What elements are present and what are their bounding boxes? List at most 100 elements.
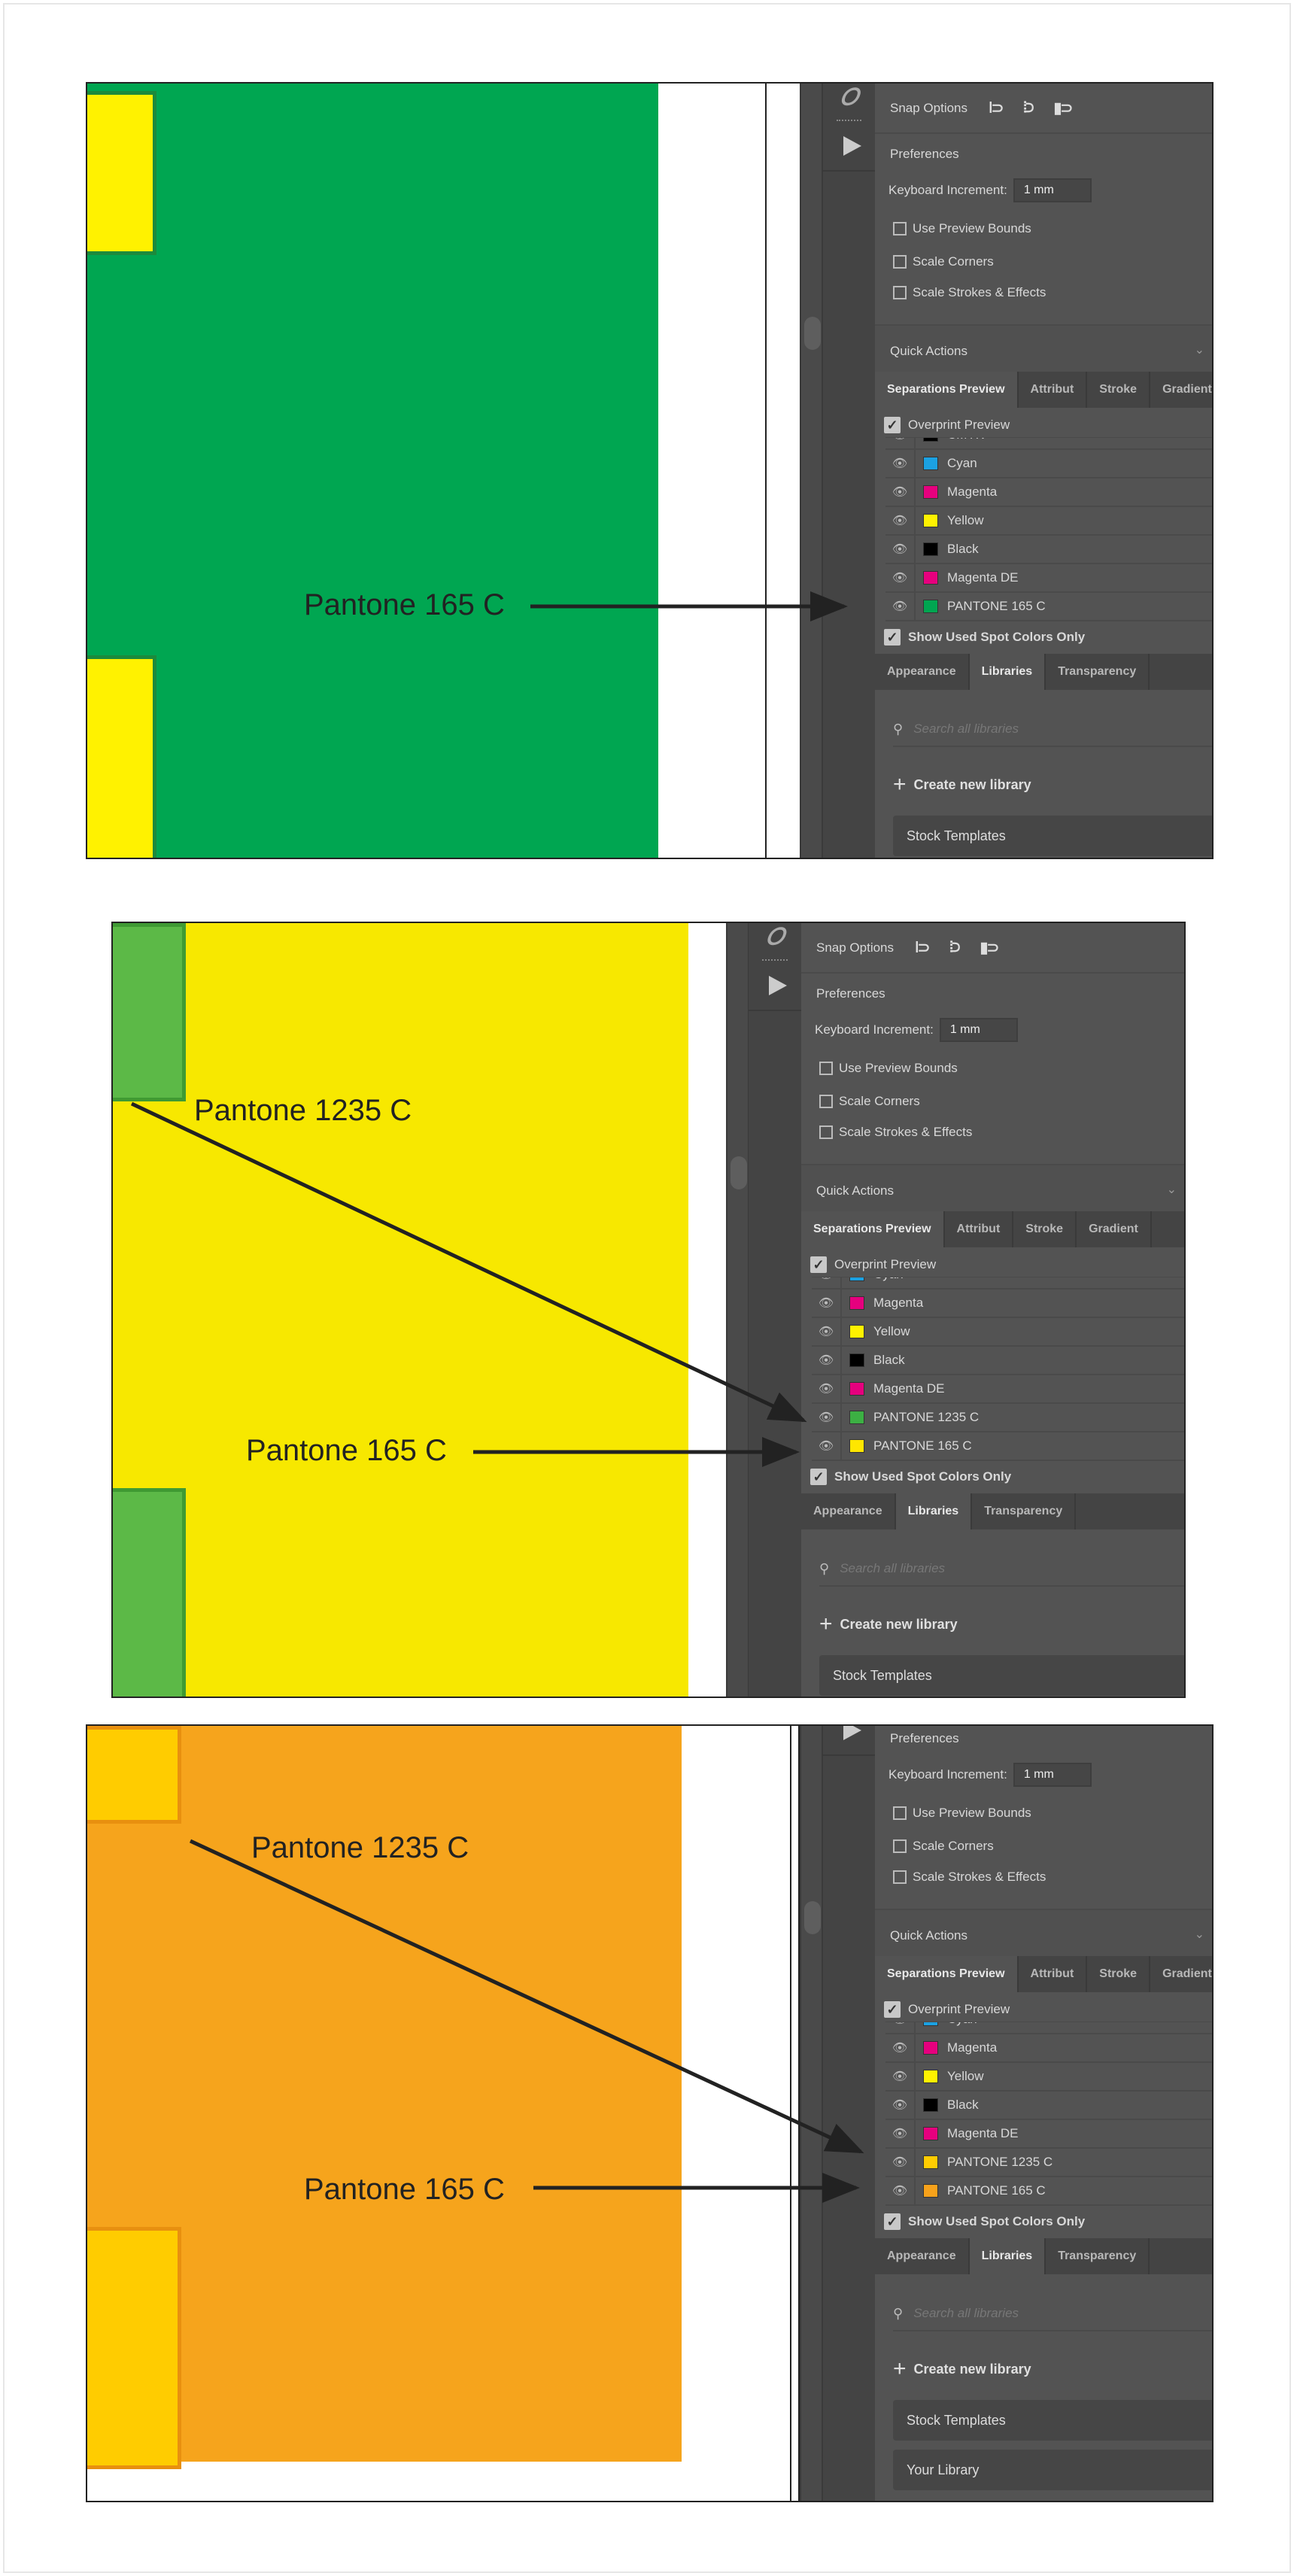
separation-row[interactable]: 👁 PANTONE 1235 C — [885, 2149, 1212, 2177]
eye-visibility-icon[interactable]: 👁 — [885, 438, 916, 448]
checkbox-checked[interactable]: ✓ — [884, 2213, 901, 2230]
checkbox-box[interactable] — [819, 1125, 833, 1139]
eye-visibility-icon[interactable]: 👁 — [812, 1375, 842, 1402]
checkbox-box[interactable] — [893, 1870, 907, 1884]
separation-row[interactable]: 👁 Black — [885, 2091, 1212, 2120]
scale-strokes-effects-checkbox[interactable]: Scale Strokes & Effects — [875, 283, 1212, 302]
eye-visibility-icon[interactable]: 👁 — [812, 1432, 842, 1460]
library-item[interactable]: Stock Templates — [893, 2400, 1212, 2441]
overprint-preview-checkbox[interactable]: ✓ Overprint Preview — [875, 415, 1212, 436]
scale-corners-checkbox[interactable]: Scale Corners — [801, 1092, 1184, 1111]
eye-visibility-icon[interactable]: 👁 — [885, 478, 916, 506]
chevron-down-icon[interactable]: ⌄ — [1194, 1928, 1204, 1941]
scrollbar-thumb[interactable] — [731, 1156, 747, 1189]
library-item[interactable]: Your Library — [893, 2450, 1212, 2490]
separation-row[interactable]: 👁 Magenta — [812, 1290, 1184, 1318]
separation-row[interactable]: 👁 Magenta — [885, 2034, 1212, 2063]
tab-separations-preview[interactable]: Separations Preview — [875, 372, 1019, 408]
toolbar-grip[interactable] — [762, 959, 788, 964]
eye-visibility-icon[interactable]: 👁 — [885, 2120, 916, 2147]
eye-visibility-icon[interactable]: 👁 — [885, 507, 916, 534]
tab-appearance[interactable]: Appearance — [875, 654, 970, 690]
tab-separations-preview[interactable]: Separations Preview — [875, 1956, 1019, 1992]
checkbox-box[interactable] — [819, 1062, 833, 1075]
scale-strokes-effects-checkbox[interactable]: Scale Strokes & Effects — [801, 1122, 1184, 1142]
scale-strokes-effects-checkbox[interactable]: Scale Strokes & Effects — [875, 1867, 1212, 1887]
library-item[interactable]: Stock Templates — [819, 1655, 1184, 1696]
scrollbar-thumb[interactable] — [804, 317, 821, 350]
tab-gradient[interactable]: Gradient — [1150, 372, 1212, 408]
separation-row[interactable]: 👁 Black — [885, 536, 1212, 564]
eye-visibility-icon[interactable]: 👁 — [885, 593, 916, 620]
tab-attribut[interactable]: Attribut — [1019, 1956, 1088, 1992]
checkbox-checked[interactable]: ✓ — [810, 1256, 827, 1273]
eye-visibility-icon[interactable]: 👁 — [885, 536, 916, 563]
play-action-icon[interactable] — [843, 136, 861, 156]
chevron-down-icon[interactable]: ⌄ — [1166, 1183, 1177, 1196]
eye-visibility-icon[interactable]: 👁 — [812, 1277, 842, 1288]
tab-stroke[interactable]: Stroke — [1013, 1211, 1077, 1247]
show-used-spot-colors-checkbox[interactable]: ✓ Show Used Spot Colors Only — [801, 1466, 1184, 1487]
library-search-input[interactable]: ⚲ Search all libraries — [893, 2297, 1212, 2331]
create-new-library-button[interactable]: + Create new library — [893, 770, 1031, 800]
checkbox-box[interactable] — [893, 286, 907, 299]
separation-row[interactable]: 👁 PANTONE 1235 C — [812, 1404, 1184, 1432]
checkbox-box[interactable] — [893, 255, 907, 269]
separation-row[interactable]: 👁 Cyan — [885, 450, 1212, 478]
library-search-input[interactable]: ⚲ Search all libraries — [819, 1552, 1184, 1587]
overprint-preview-checkbox[interactable]: ✓ Overprint Preview — [801, 1254, 1184, 1275]
tab-gradient[interactable]: Gradient — [1150, 1956, 1212, 1992]
eye-visibility-icon[interactable]: 👁 — [885, 2149, 916, 2176]
eye-visibility-icon[interactable]: 👁 — [885, 2022, 916, 2033]
play-action-icon[interactable] — [769, 976, 787, 995]
eye-visibility-icon[interactable]: 👁 — [812, 1290, 842, 1317]
snap-to-point-icon[interactable]: ǀ⊃ — [915, 940, 930, 956]
library-item[interactable]: Stock Templates — [893, 816, 1212, 856]
use-preview-bounds-checkbox[interactable]: Use Preview Bounds — [875, 1803, 1212, 1823]
separation-row[interactable]: 👁 Yellow — [885, 2063, 1212, 2091]
checkbox-box[interactable] — [893, 222, 907, 235]
separation-row[interactable]: 👁 PANTONE 165 C — [885, 2177, 1212, 2206]
checkbox-checked[interactable]: ✓ — [810, 1469, 827, 1485]
checkbox-checked[interactable]: ✓ — [884, 2001, 901, 2018]
separation-row[interactable]: 👁 Cyan — [812, 1277, 1184, 1290]
tab-stroke[interactable]: Stroke — [1087, 372, 1151, 408]
use-preview-bounds-checkbox[interactable]: Use Preview Bounds — [801, 1059, 1184, 1078]
separation-row[interactable]: 👁 Magenta DE — [885, 2120, 1212, 2149]
show-used-spot-colors-checkbox[interactable]: ✓ Show Used Spot Colors Only — [875, 627, 1212, 648]
snap-to-pixel-icon[interactable]: ⦙⊃ — [1023, 99, 1034, 116]
create-new-library-button[interactable]: + Create new library — [893, 2354, 1031, 2384]
separation-row[interactable]: 👁 Black — [812, 1347, 1184, 1375]
scrollbar-thumb[interactable] — [804, 1901, 821, 1934]
keyboard-increment-input[interactable]: 1 mm — [1013, 1763, 1092, 1787]
separation-row[interactable]: 👁 Yellow — [812, 1318, 1184, 1347]
tab-transparency[interactable]: Transparency — [1046, 2238, 1150, 2274]
eye-visibility-icon[interactable]: 👁 — [812, 1318, 842, 1345]
eye-visibility-icon[interactable]: 👁 — [885, 450, 916, 477]
tab-appearance[interactable]: Appearance — [875, 2238, 970, 2274]
quick-actions-row[interactable]: Quick Actions — [801, 1180, 1184, 1201]
quick-actions-row[interactable]: Quick Actions — [875, 341, 1212, 362]
scale-corners-checkbox[interactable]: Scale Corners — [875, 1836, 1212, 1856]
tab-appearance[interactable]: Appearance — [801, 1493, 896, 1530]
snap-to-pixel-icon[interactable]: ⦙⊃ — [949, 939, 960, 955]
snap-to-glyph-icon[interactable]: ▮⊃ — [980, 940, 1000, 956]
scale-corners-checkbox[interactable]: Scale Corners — [875, 252, 1212, 272]
eye-visibility-icon[interactable]: 👁 — [885, 2034, 916, 2061]
eye-visibility-icon[interactable]: 👁 — [885, 2063, 916, 2090]
separation-row[interactable]: 👁 Magenta DE — [812, 1375, 1184, 1404]
tab-libraries[interactable]: Libraries — [895, 1493, 973, 1530]
snap-to-glyph-icon[interactable]: ▮⊃ — [1053, 100, 1074, 117]
create-new-library-button[interactable]: + Create new library — [819, 1609, 958, 1639]
canvas-scrollbar[interactable] — [800, 84, 823, 858]
tab-transparency[interactable]: Transparency — [972, 1493, 1077, 1530]
opentype-icon[interactable]: 𝑂 — [840, 85, 858, 110]
use-preview-bounds-checkbox[interactable]: Use Preview Bounds — [875, 219, 1212, 238]
separation-row[interactable]: 👁 CMYK — [885, 438, 1212, 450]
tab-gradient[interactable]: Gradient — [1077, 1211, 1152, 1247]
play-action-icon[interactable] — [843, 1726, 861, 1740]
keyboard-increment-input[interactable]: 1 mm — [1013, 178, 1092, 202]
tab-libraries[interactable]: Libraries — [969, 654, 1046, 690]
overprint-preview-checkbox[interactable]: ✓ Overprint Preview — [875, 1999, 1212, 2020]
eye-visibility-icon[interactable]: 👁 — [812, 1347, 842, 1374]
